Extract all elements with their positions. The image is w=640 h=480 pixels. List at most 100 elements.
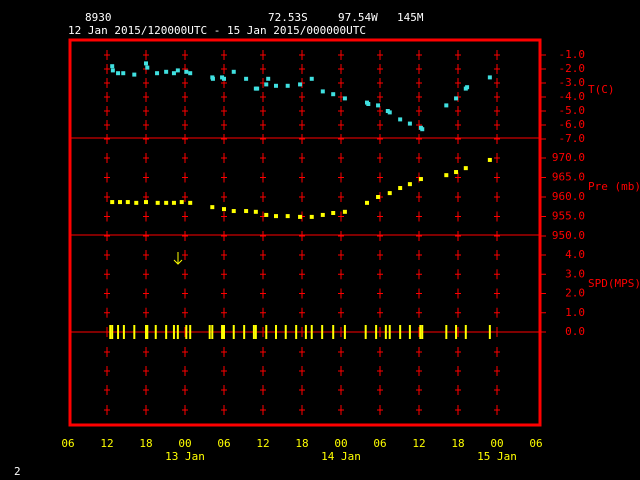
- point: [231, 69, 236, 74]
- point: [264, 212, 269, 217]
- point: [210, 76, 215, 81]
- latitude: 72.53S: [268, 11, 308, 24]
- y-tick-label: 2.0: [565, 287, 585, 300]
- point: [285, 214, 290, 219]
- point: [144, 61, 148, 66]
- y-tick-label: -3.0: [559, 76, 586, 89]
- point: [444, 173, 449, 178]
- point: [255, 86, 260, 91]
- point: [298, 214, 303, 219]
- frame: [68, 38, 542, 427]
- wind-mark: [172, 325, 175, 339]
- wind-mark: [111, 325, 114, 339]
- point: [253, 209, 258, 214]
- point: [407, 182, 412, 187]
- x-tick-label: 06: [217, 437, 230, 450]
- wind-mark: [399, 325, 402, 339]
- point: [188, 71, 193, 76]
- wind-mark: [364, 325, 367, 339]
- point: [222, 76, 226, 81]
- wind-mark: [133, 325, 136, 339]
- point: [171, 200, 176, 205]
- point: [309, 76, 314, 81]
- wind-mark: [419, 325, 422, 339]
- point: [144, 200, 148, 205]
- date-label: 15 Jan: [477, 450, 517, 463]
- point: [487, 157, 492, 162]
- point: [188, 200, 193, 205]
- x-tick-label: 12: [256, 437, 269, 450]
- point: [309, 214, 314, 219]
- point: [298, 82, 303, 87]
- point: [171, 71, 176, 76]
- y-tick-label: -5.0: [559, 104, 586, 117]
- y-tick-label: -2.0: [559, 62, 586, 75]
- wind-mark: [295, 325, 298, 339]
- point: [110, 64, 115, 69]
- wind-mark: [208, 325, 211, 339]
- wind-mark: [176, 325, 179, 339]
- point: [155, 200, 160, 205]
- wind-mark: [109, 325, 112, 339]
- wind-arrow: [173, 252, 183, 265]
- elevation: 145M: [397, 11, 424, 24]
- point: [331, 210, 336, 215]
- x-tick-label: 18: [295, 437, 308, 450]
- point: [398, 117, 403, 122]
- y-tick-label: 955.0: [552, 210, 585, 223]
- wind-mark: [284, 325, 287, 339]
- y-tick-label: 1.0: [565, 306, 585, 319]
- x-tick-label: 00: [490, 437, 503, 450]
- point: [366, 102, 371, 106]
- point: [264, 82, 269, 87]
- y-tick-label: 960.0: [552, 190, 585, 203]
- wind-mark: [223, 325, 225, 339]
- point: [342, 96, 347, 101]
- x-tick-label: 06: [373, 437, 386, 450]
- wind-mark: [117, 325, 120, 339]
- wind-mark: [488, 325, 491, 339]
- point: [125, 200, 130, 205]
- wind-mark: [221, 325, 224, 339]
- point: [387, 110, 392, 115]
- point: [244, 76, 249, 81]
- point: [266, 76, 271, 81]
- point: [418, 177, 423, 182]
- y-tick-label: 4.0: [565, 248, 585, 261]
- point: [145, 65, 150, 70]
- point: [465, 85, 470, 90]
- y-axis-label: Pre (mb): [588, 180, 640, 193]
- y-tick-label: 970.0: [552, 151, 585, 164]
- wind-mark: [211, 325, 214, 339]
- point: [155, 71, 160, 76]
- period: 12 Jan 2015/120000UTC - 15 Jan 2015/0000…: [68, 24, 366, 37]
- wind-mark: [445, 325, 448, 339]
- y-tick-label: -1.0: [559, 48, 586, 61]
- point: [376, 195, 381, 199]
- point: [121, 71, 126, 76]
- wind-mark: [343, 325, 346, 339]
- wind-mark: [275, 325, 277, 339]
- point: [365, 200, 369, 205]
- date-label: 14 Jan: [321, 450, 361, 463]
- point: [342, 209, 347, 214]
- wind-mark: [122, 325, 125, 339]
- point: [175, 68, 180, 73]
- point: [320, 89, 325, 94]
- page-number: 2: [14, 465, 21, 478]
- wind-mark: [145, 325, 147, 339]
- point: [331, 92, 336, 97]
- point: [134, 200, 139, 205]
- x-tick-label: 18: [451, 437, 464, 450]
- longitude: 97.54W: [338, 11, 378, 24]
- point: [184, 69, 189, 74]
- point: [274, 83, 278, 88]
- point: [376, 103, 381, 108]
- point: [274, 214, 278, 219]
- wind-mark: [252, 325, 255, 339]
- point: [387, 191, 392, 196]
- wind-mark: [384, 325, 387, 339]
- point: [320, 212, 325, 217]
- x-tick-label: 06: [61, 437, 74, 450]
- y-tick-label: 0.0: [565, 325, 585, 338]
